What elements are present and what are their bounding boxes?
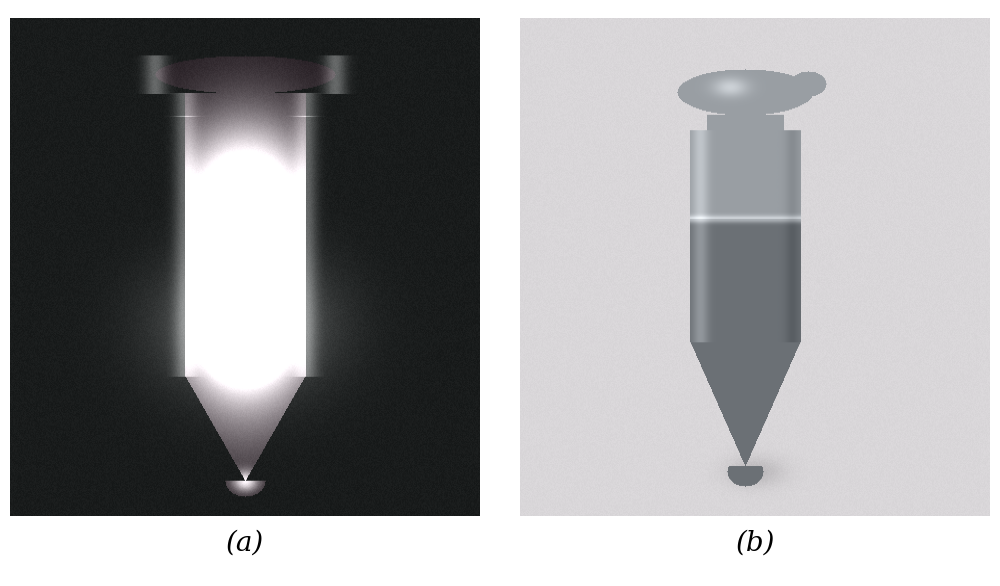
Text: (a): (a): [226, 530, 264, 557]
Text: (b): (b): [735, 530, 775, 557]
